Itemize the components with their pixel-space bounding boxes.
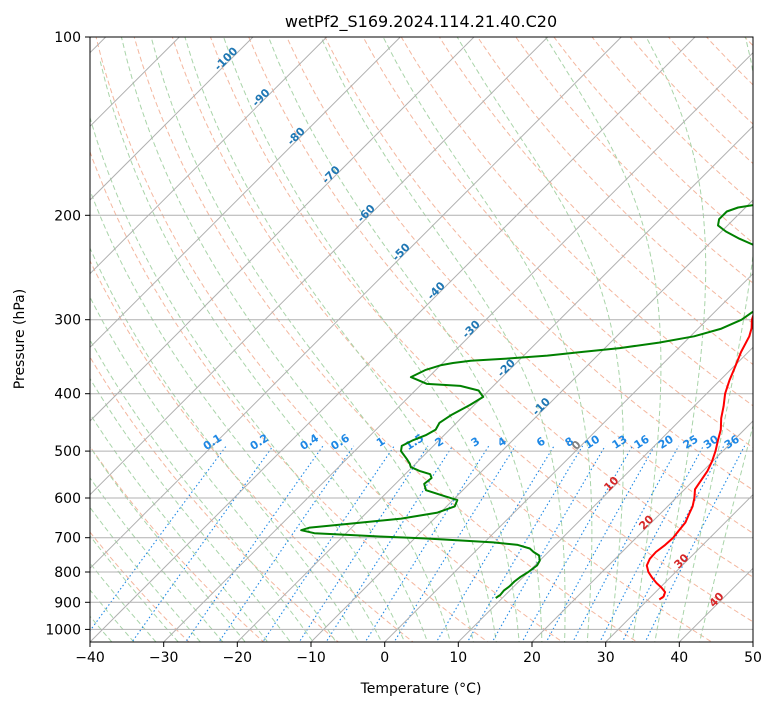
mixing-ratio-line — [572, 445, 680, 642]
dry-adiabat-line — [400, 37, 753, 407]
mixing-ratio-line — [599, 445, 704, 642]
isotherm-line — [605, 493, 753, 642]
y-tick-label: 400 — [54, 387, 81, 403]
isotherm-line — [90, 37, 549, 496]
isotherm-line — [531, 420, 753, 642]
dry-adiabat-line — [477, 37, 753, 325]
moist-adiabat-line — [90, 413, 269, 642]
isobar-gridlines — [90, 37, 753, 630]
moist-adiabat-line — [90, 246, 360, 642]
y-tick-label: 300 — [54, 313, 81, 329]
isotherm-line — [90, 37, 475, 422]
isotherm-line — [90, 37, 328, 275]
y-tick-label: 700 — [54, 531, 81, 547]
dewpoint-profile-line — [300, 204, 753, 599]
moist-adiabat-line — [150, 37, 474, 642]
mixing-ratio-line — [298, 445, 429, 642]
x-tick-label: −30 — [149, 650, 179, 666]
y-tick-label: 500 — [54, 444, 81, 460]
dry-adiabat-line — [667, 37, 753, 125]
y-tick-label: 100 — [54, 30, 81, 46]
mixing-ratio-line — [466, 445, 584, 642]
y-tick-label: 600 — [54, 491, 81, 507]
mixing-ratio-line — [131, 445, 274, 642]
dry-adiabat-line — [553, 37, 753, 244]
moist-adiabat-line — [699, 423, 753, 642]
dry-adiabat-line — [171, 37, 713, 642]
moist-adiabat-line — [676, 37, 753, 642]
isotherm-line — [90, 37, 401, 349]
moist-adiabat-line — [320, 37, 566, 642]
plot-area: 0.1 0.2 0.4 0.6 1 1.5 2 3 4 6 8 10 13 16 20 25 30 36-100-… — [90, 37, 753, 642]
moist-adiabat-line — [90, 589, 135, 642]
dry-adiabat-line — [90, 150, 489, 642]
dry-adiabat-line — [591, 37, 753, 204]
mixing-ratio-line — [435, 445, 555, 642]
dry-adiabat-line — [286, 37, 753, 534]
mixing-ratio-line — [90, 445, 227, 632]
moist-adiabat-line — [90, 339, 314, 642]
moist-adiabat-line — [99, 61, 429, 642]
dry-adiabats — [90, 37, 753, 642]
mixing-ratio-line — [621, 445, 725, 642]
isotherm-line — [236, 125, 753, 642]
dry-adiabat-line — [90, 445, 265, 642]
moist-adiabat-line — [90, 189, 383, 642]
mixing-ratio-line — [364, 445, 490, 642]
x-tick-label: −20 — [223, 650, 253, 666]
moist-adiabat-line — [90, 377, 291, 642]
plot-frame — [89, 36, 754, 643]
y-axis-label: Pressure (hPa) — [12, 289, 28, 389]
isotherm-line — [90, 37, 254, 201]
dry-adiabat-line — [95, 37, 564, 642]
x-tick-label: 40 — [670, 650, 688, 666]
y-tick-label: 800 — [54, 565, 81, 581]
isotherm-line — [90, 37, 622, 570]
moist-adiabat-line — [90, 446, 246, 642]
moist-adiabat-line — [90, 535, 179, 642]
chart-title: wetPf2_S169.2024.114.21.40.C20 — [285, 12, 557, 32]
mixing-ratio-line — [644, 445, 746, 642]
x-axis-label: Temperature (°C) — [360, 681, 482, 697]
mixing-ratio-line — [262, 445, 395, 642]
x-tick-label: 30 — [597, 650, 615, 666]
moist-adiabat-line — [90, 296, 337, 642]
moist-adiabat-line — [223, 37, 520, 642]
y-tick-label: 900 — [54, 595, 81, 611]
isotherm-line — [457, 346, 753, 642]
isotherm-line — [310, 199, 753, 642]
moist-adiabat-line — [184, 37, 497, 642]
x-tick-label: 0 — [380, 650, 389, 666]
moist-adiabat-line — [645, 37, 707, 642]
isotherm-line — [90, 37, 696, 642]
mixing-ratio-line — [325, 445, 454, 642]
x-tick-label: 20 — [523, 650, 541, 666]
dry-adiabat-line — [209, 37, 753, 623]
moist-adiabat-line — [90, 477, 224, 642]
sounding-series — [300, 204, 753, 601]
moist-adiabat-line — [267, 37, 543, 642]
moist-adiabat-line — [90, 506, 202, 642]
moist-adiabat-line — [90, 562, 157, 642]
x-tick-label: −10 — [296, 650, 326, 666]
dry-adiabat-line — [90, 259, 414, 642]
x-tick-label: 10 — [449, 650, 467, 666]
temperature-profile-line — [645, 313, 753, 601]
y-tick-label: 1000 — [45, 622, 81, 638]
dry-adiabat-line — [248, 37, 753, 578]
isotherm-line — [163, 51, 753, 642]
x-tick-label: 50 — [744, 650, 762, 666]
x-axis-ticks: −40 −30 −20 −10 0 10 20 30 40 50 — [75, 642, 762, 666]
dry-adiabat-line — [90, 531, 190, 642]
moist-adiabat-line — [90, 115, 406, 642]
dry-adiabat-line — [362, 37, 753, 449]
x-tick-label: −40 — [75, 650, 105, 666]
y-tick-label: 200 — [54, 208, 81, 224]
y-axis-ticks: 100 200 300 400 500 600 700 800 900 1000 — [45, 30, 90, 638]
